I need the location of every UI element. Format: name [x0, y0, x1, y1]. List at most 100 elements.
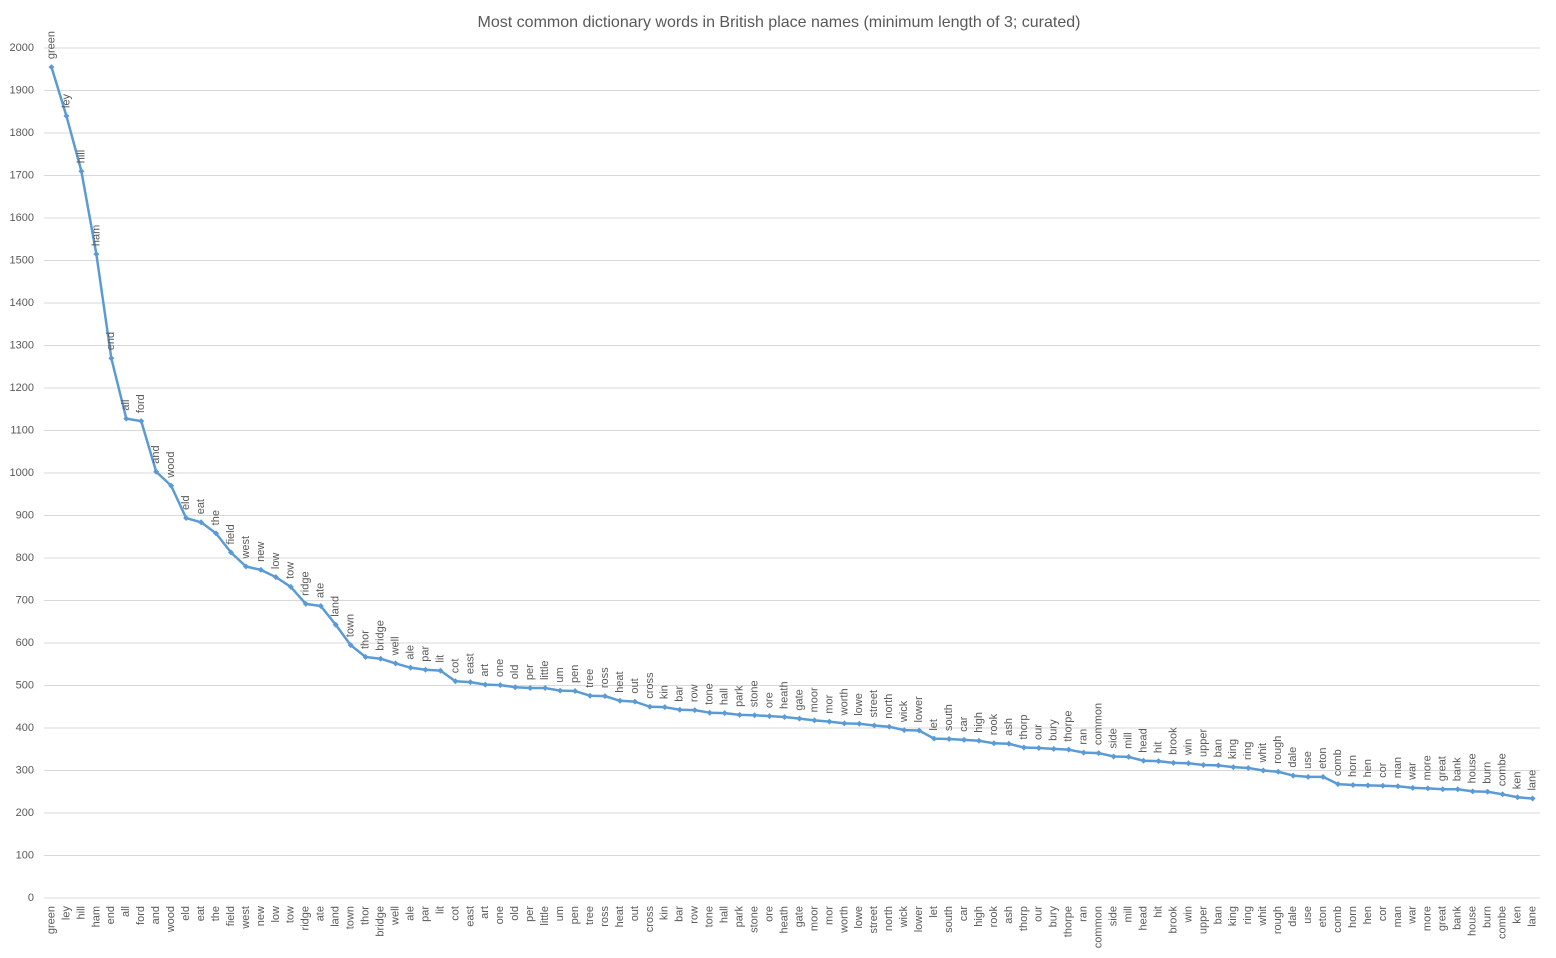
- x-tick-label: more: [1422, 906, 1434, 931]
- x-tick-label: one: [494, 906, 506, 924]
- marker: [1170, 759, 1177, 766]
- x-tick-label: lit: [434, 906, 446, 914]
- x-tick-label: lowe: [853, 906, 865, 929]
- x-tick-label: rough: [1272, 906, 1284, 934]
- x-tick-label: rook: [988, 906, 1000, 928]
- x-tick-label: park: [734, 906, 746, 928]
- data-label: upper: [1197, 729, 1209, 757]
- marker: [1409, 784, 1416, 791]
- marker: [168, 482, 175, 489]
- data-label: stone: [749, 680, 761, 707]
- data-label: thor: [360, 630, 372, 649]
- x-tick-label: east: [464, 906, 476, 927]
- data-label: hit: [1152, 742, 1164, 754]
- data-label: brook: [1167, 727, 1179, 755]
- x-tick-label: eld: [180, 906, 192, 921]
- x-tick-label: end: [105, 906, 117, 924]
- y-tick-label: 900: [16, 509, 34, 521]
- data-label: ring: [1242, 742, 1254, 760]
- data-label: new: [255, 542, 267, 562]
- data-label: hill: [75, 150, 87, 163]
- data-label: ridge: [300, 571, 312, 595]
- marker: [781, 713, 788, 720]
- x-tick-label: town: [345, 906, 357, 929]
- x-tick-label: lower: [913, 906, 925, 933]
- y-tick-label: 2000: [10, 42, 34, 54]
- y-tick-label: 1600: [10, 212, 34, 224]
- data-label: let: [928, 719, 940, 731]
- data-label: combe: [1497, 753, 1509, 786]
- marker: [1230, 764, 1237, 771]
- x-tick-label: thor: [360, 906, 372, 925]
- marker: [1260, 767, 1267, 774]
- x-tick-label: mor: [823, 906, 835, 925]
- marker: [407, 664, 414, 671]
- data-label: well: [389, 636, 401, 656]
- x-tick-label: eton: [1317, 906, 1329, 927]
- data-label: cor: [1377, 762, 1389, 778]
- data-label: comb: [1332, 749, 1344, 776]
- data-label: out: [629, 678, 641, 693]
- data-label: lane: [1526, 770, 1538, 791]
- marker: [1424, 785, 1431, 792]
- data-label: ran: [1078, 729, 1090, 745]
- data-label: one: [494, 659, 506, 677]
- data-label: mor: [823, 694, 835, 713]
- marker: [1364, 782, 1371, 789]
- y-tick-label: 1000: [10, 467, 34, 479]
- x-tick-label: war: [1407, 906, 1419, 925]
- x-tick-label: high: [973, 906, 985, 927]
- x-tick-label: ran: [1078, 906, 1090, 922]
- x-tick-label: man: [1392, 906, 1404, 927]
- data-label: heat: [614, 671, 626, 692]
- x-tick-label: eat: [195, 906, 207, 921]
- marker: [1320, 773, 1327, 780]
- data-label: rough: [1272, 736, 1284, 764]
- x-tick-label: wood: [165, 906, 177, 933]
- marker: [257, 566, 264, 573]
- marker: [587, 692, 594, 699]
- marker: [706, 709, 713, 716]
- marker: [422, 666, 429, 673]
- data-label: thorpe: [1063, 710, 1075, 741]
- x-tick-label: kin: [659, 906, 671, 920]
- marker: [572, 688, 579, 695]
- data-label: horn: [1347, 755, 1359, 777]
- x-tick-label: art: [479, 906, 491, 919]
- y-tick-label: 100: [16, 849, 34, 861]
- marker: [153, 468, 160, 475]
- marker: [1529, 795, 1536, 802]
- data-label: um: [554, 667, 566, 682]
- data-label: ate: [315, 583, 327, 598]
- data-label: south: [943, 704, 955, 731]
- marker: [661, 704, 668, 711]
- data-label: little: [539, 660, 551, 680]
- marker: [1050, 745, 1057, 752]
- marker: [542, 685, 549, 692]
- y-tick-label: 1300: [10, 339, 34, 351]
- x-tick-label: bury: [1048, 906, 1060, 928]
- data-label: win: [1182, 739, 1194, 757]
- x-tick-label: tree: [584, 906, 596, 925]
- data-label: east: [464, 653, 476, 674]
- data-label: rook: [988, 713, 1000, 735]
- data-label: lower: [913, 696, 925, 723]
- data-label: worth: [838, 688, 850, 716]
- data-label: hen: [1362, 759, 1374, 777]
- data-label: head: [1137, 728, 1149, 752]
- data-label: hall: [719, 688, 731, 705]
- marker: [467, 679, 474, 686]
- x-tick-label: pen: [569, 906, 581, 924]
- data-label: mill: [1123, 732, 1135, 749]
- marker: [1035, 744, 1042, 751]
- x-tick-label: ring: [1242, 906, 1254, 924]
- data-label: street: [868, 690, 880, 718]
- data-label: dale: [1287, 747, 1299, 768]
- y-tick-label: 1900: [10, 84, 34, 96]
- marker: [1020, 744, 1027, 751]
- marker: [183, 515, 190, 522]
- y-tick-label: 1100: [10, 424, 34, 436]
- x-tick-label: all: [120, 906, 132, 917]
- x-tick-label: brook: [1167, 906, 1179, 934]
